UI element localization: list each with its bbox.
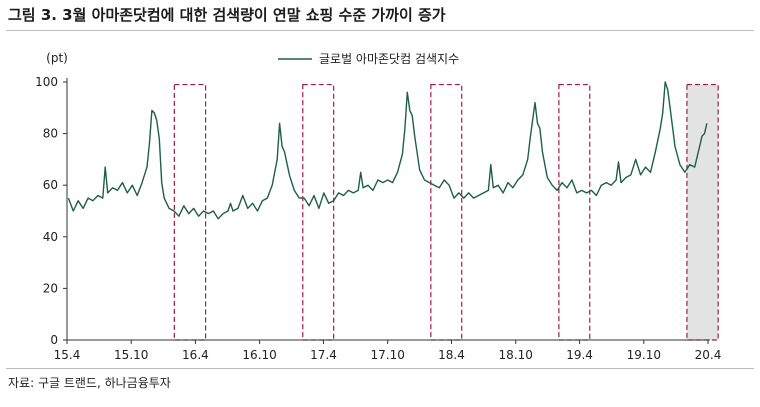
- figure-title: 그림 3. 3월 아마존닷컴에 대한 검색량이 연말 쇼핑 수준 가까이 증가: [8, 6, 446, 24]
- x-tick-label: 15.10: [114, 348, 148, 362]
- highlight-box-3: [430, 83, 463, 341]
- x-tick-label: 19.10: [627, 348, 661, 362]
- title-divider: [6, 30, 754, 31]
- highlight-boxes: [173, 83, 719, 341]
- x-tick-label: 17.10: [370, 348, 404, 362]
- x-tick-label: 16.10: [242, 348, 276, 362]
- series-line-1: [67, 81, 708, 220]
- y-tick-label: 60: [43, 178, 58, 192]
- legend: 글로벌 아마존닷컴 검색지수: [278, 52, 459, 66]
- x-tick-label: 19.4: [566, 348, 593, 362]
- series-layer: [67, 81, 708, 220]
- y-tick-label: 40: [43, 230, 58, 244]
- search-index-chart: 0 20 40 60 80 100 15.4 15.10 16.4 16.10 17.4 17.10 1…: [35, 51, 721, 362]
- highlight-box-4: [558, 83, 591, 341]
- y-tick-label: 0: [50, 333, 58, 347]
- source-note: 자료: 구글 트랜드, 하나금융투자: [8, 376, 171, 390]
- x-tick-label: 18.10: [499, 348, 533, 362]
- source-divider: [6, 368, 754, 369]
- x-tick-label: 15.4: [54, 348, 81, 362]
- legend-label: 글로벌 아마존닷컴 검색지수: [319, 52, 459, 66]
- highlight-box-2: [302, 83, 335, 341]
- x-tick-label: 17.4: [310, 348, 337, 362]
- y-tick-label: 100: [35, 75, 58, 89]
- x-tick-label: 20.4: [695, 348, 722, 362]
- y-axis-unit: (pt): [46, 51, 68, 65]
- axes: 0 20 40 60 80 100 15.4 15.10 16.4 16.10 17.4 17.10 1…: [35, 51, 721, 362]
- y-tick-label: 20: [43, 281, 58, 295]
- x-tick-label: 18.4: [438, 348, 465, 362]
- y-tick-label: 80: [43, 127, 58, 141]
- x-tick-label: 16.4: [182, 348, 209, 362]
- highlight-box-5: [686, 83, 719, 341]
